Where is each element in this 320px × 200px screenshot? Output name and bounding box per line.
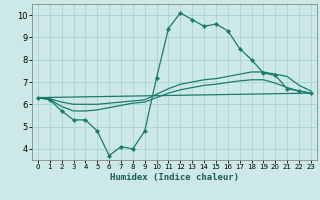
X-axis label: Humidex (Indice chaleur): Humidex (Indice chaleur) xyxy=(110,173,239,182)
